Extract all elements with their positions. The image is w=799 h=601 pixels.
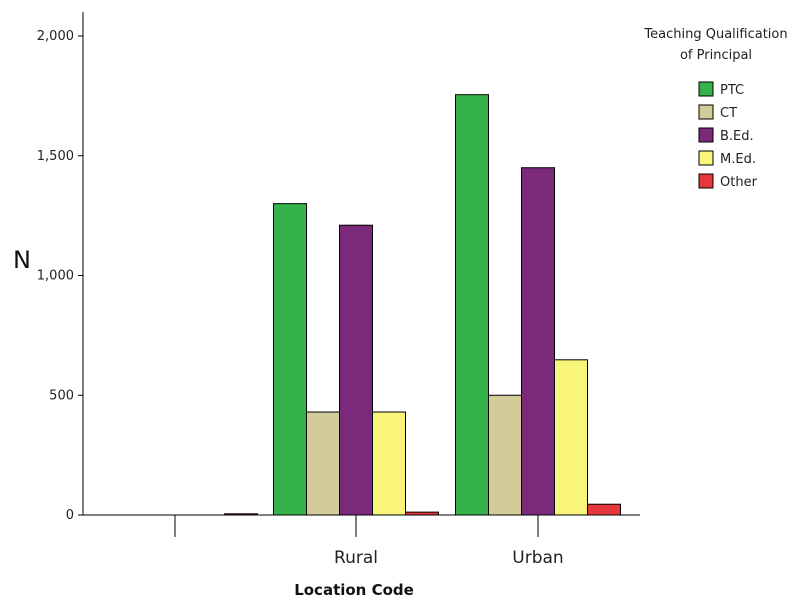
y-tick-label: 2,000 <box>37 29 74 44</box>
bar-other-blank <box>224 513 258 516</box>
legend-label: PTC <box>720 83 744 98</box>
bar-ct-urban <box>488 394 522 516</box>
x-axis-title: Location Code <box>294 581 414 599</box>
legend-swatch <box>698 81 714 97</box>
bars <box>224 94 621 516</box>
y-axis-title: N <box>13 246 31 274</box>
legend: Teaching Qualification of Principal PTC CT B… <box>643 27 787 190</box>
bar-other-urban <box>587 503 621 516</box>
legend-swatch <box>698 173 714 189</box>
y-tick-label: 1,500 <box>37 149 74 164</box>
legend-title: Teaching Qualification <box>643 27 787 42</box>
legend-label: B.Ed. <box>720 129 754 144</box>
bar-ptc-urban <box>455 94 489 516</box>
y-tick-label: 1,000 <box>37 269 74 284</box>
x-tick-label: Urban <box>512 548 563 568</box>
x-tick-label: Rural <box>334 548 378 568</box>
legend-swatch <box>698 150 714 166</box>
bar-med-urban <box>554 359 588 516</box>
bar-med-rural <box>372 411 406 516</box>
y-tick-label: 500 <box>49 388 74 403</box>
bar-bed-urban <box>521 167 555 516</box>
legend-label: Other <box>720 175 758 190</box>
legend-label: CT <box>720 106 737 121</box>
legend-label: M.Ed. <box>720 152 756 167</box>
bar-other-rural <box>405 511 439 516</box>
bar-ct-rural <box>306 411 340 516</box>
labels: 0 500 1,000 1,500 2,000 Rural Urban Location Co… <box>13 29 564 599</box>
bar-bed-rural <box>339 224 373 516</box>
bar-ptc-rural <box>273 203 307 516</box>
legend-swatch <box>698 104 714 120</box>
legend-title: of Principal <box>680 48 752 63</box>
y-tick-label: 0 <box>66 508 74 523</box>
legend-swatch <box>698 127 714 143</box>
